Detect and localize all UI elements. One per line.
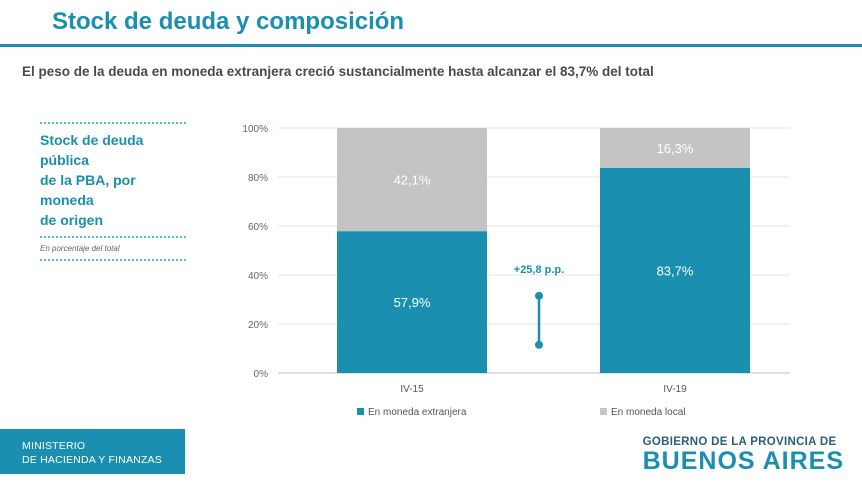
bar-segment [337,231,487,373]
y-tick-label: 80% [248,173,268,184]
bar-segment [600,167,750,373]
y-tick-label: 60% [248,222,268,233]
data-label: 83,7% [657,263,694,278]
page-subtitle: El peso de la deuda en moneda extranjera… [22,64,654,79]
chart-title: Stock de deuda pública de la PBA, por mo… [40,130,186,230]
dotted-divider-top [40,122,186,124]
dotted-divider-middle [40,236,186,238]
logo-big-text: BUENOS AIRES [642,447,844,475]
x-tick-label: IV-15 [400,384,424,395]
y-tick-label: 0% [254,369,269,380]
legend-label: En moneda local [611,407,686,418]
data-label: 42,1% [394,173,431,188]
legend-swatch [357,408,364,415]
chart-description: Stock de deuda pública de la PBA, por mo… [40,122,186,261]
y-tick-label: 100% [242,124,268,135]
chart-title-line: de origen [40,212,104,228]
annotation-dot [535,340,543,349]
chart-title-line: de la PBA, por moneda [40,172,136,208]
y-tick-label: 20% [248,320,268,331]
chart-title-line: Stock de deuda pública [40,132,144,168]
bar-segment [337,128,487,232]
dotted-divider-bottom [40,259,186,261]
ministry-line: MINISTERIO [22,440,86,452]
legend-swatch [600,408,607,415]
x-tick-label: IV-19 [663,384,687,395]
government-logo: GOBIERNO DE LA PROVINCIA DE BUENOS AIRES [643,436,844,476]
bar-segment [600,128,750,168]
y-tick-label: 40% [248,271,268,282]
title-divider [0,44,862,47]
annotation-label: +25,8 p.p. [514,264,564,276]
ministry-label: MINISTERIO DE HACIENDA Y FINANZAS [0,429,185,474]
data-label: 16,3% [657,141,694,156]
ministry-line: DE HACIENDA Y FINANZAS [22,454,162,466]
chart-unit-note: En porcentaje del total [40,244,120,253]
data-label: 57,9% [394,295,431,310]
logo-small-text: GOBIERNO DE LA PROVINCIA DE [642,436,837,448]
legend-label: En moneda extranjera [368,407,467,418]
page-title: Stock de deuda y composición [52,8,405,35]
annotation-dot [535,291,543,300]
